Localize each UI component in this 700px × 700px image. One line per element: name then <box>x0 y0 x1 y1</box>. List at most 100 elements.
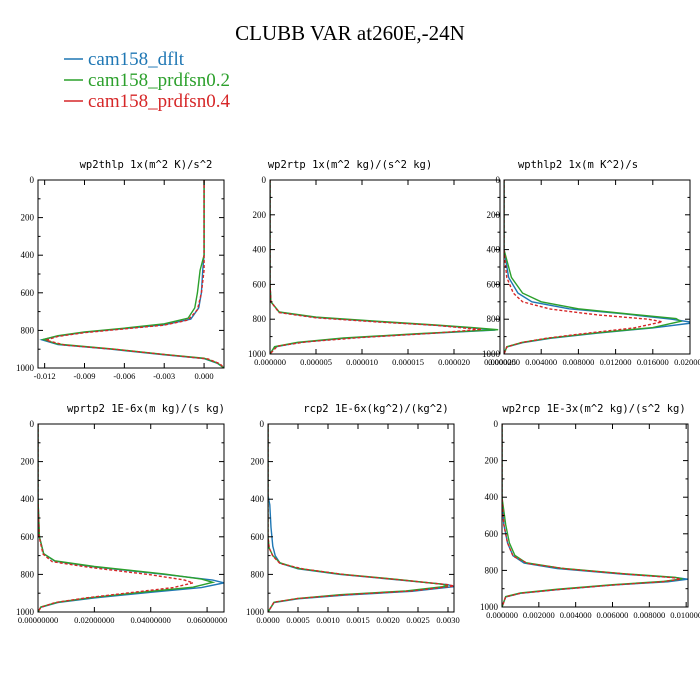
x-tick-label: 0.0015 <box>346 615 369 625</box>
series-line-cam158_prdfsn0.2 <box>270 180 499 354</box>
y-tick-label: 0 <box>260 419 265 429</box>
series-line-cam158_dflt <box>38 424 224 612</box>
y-tick-label: 800 <box>487 314 501 324</box>
x-tick-label: 0.010000 <box>670 610 700 620</box>
x-tick-label: 0.008000 <box>562 357 594 367</box>
panel-title: wp2rcp 1E-3x(m^2 kg)/(s^2 kg) <box>502 403 685 415</box>
series-line-cam158_prdfsn0.4 <box>43 180 224 368</box>
plot-frame <box>503 179 691 355</box>
y-tick-label: 1000 <box>246 607 265 617</box>
y-tick-label: 0 <box>494 419 499 429</box>
series-line-cam158_dflt <box>502 424 688 607</box>
x-tick-label: 0.000005 <box>300 357 332 367</box>
x-tick-label: -0.003 <box>153 371 175 381</box>
x-tick-label: 0.02000000 <box>74 615 114 625</box>
series-line-cam158_prdfsn0.4 <box>504 180 663 354</box>
x-tick-label: 0.016000 <box>637 357 669 367</box>
series-line-cam158_prdfsn0.4 <box>502 424 681 607</box>
x-tick-label: 0.000000 <box>254 357 286 367</box>
x-tick-label: 0.000000 <box>486 610 518 620</box>
y-tick-label: 1000 <box>480 602 499 612</box>
x-tick-label: 0.0025 <box>406 615 429 625</box>
y-tick-label: 1000 <box>16 363 35 373</box>
plot-frame <box>37 179 225 369</box>
y-tick-label: 0 <box>496 175 501 185</box>
panel-2: wpthlp2 1x(m K^2)/s020040060080010000.00… <box>482 159 700 367</box>
y-tick-label: 200 <box>251 457 265 467</box>
y-tick-label: 400 <box>251 494 265 504</box>
y-tick-label: 200 <box>21 457 35 467</box>
panel-title: wprtp2 1E-6x(m kg)/(s kg) <box>67 403 225 415</box>
x-tick-label: 0.000025 <box>484 357 516 367</box>
series-line-cam158_dflt <box>270 180 496 354</box>
y-tick-label: 400 <box>485 492 499 502</box>
y-tick-label: 200 <box>485 456 499 466</box>
x-tick-label: 0.0020 <box>376 615 399 625</box>
panel-title: wpthlp2 1x(m K^2)/s <box>518 159 638 171</box>
series-line-cam158_dflt <box>504 180 690 354</box>
panel-title: wp2thlp 1x(m^2 K)/s^2 <box>80 159 213 171</box>
y-tick-label: 800 <box>485 565 499 575</box>
plot-frame <box>267 423 455 613</box>
panel-5: wp2rcp 1E-3x(m^2 kg)/(s^2 kg)0 200 400 600 8… <box>480 403 700 620</box>
panel-3: wprtp2 1E-6x(m kg)/(s kg) 0 200 400 600 800 10… <box>16 403 227 625</box>
y-tick-label: 600 <box>485 529 499 539</box>
y-tick-label: 0 <box>30 175 35 185</box>
y-tick-label: 600 <box>487 279 501 289</box>
y-tick-label: 0 <box>30 419 35 429</box>
plot-frame <box>37 423 225 613</box>
legend-label-1: cam158_prdfsn0.2 <box>88 70 230 91</box>
x-tick-label: 0.020000 <box>674 357 700 367</box>
series-line-cam158_dflt <box>268 424 454 612</box>
y-tick-label: 800 <box>253 314 267 324</box>
x-tick-label: 0.006000 <box>597 610 629 620</box>
series-line-cam158_prdfsn0.2 <box>502 424 683 607</box>
x-tick-label: -0.006 <box>113 371 135 381</box>
x-tick-label: -0.012 <box>34 371 56 381</box>
series-line-cam158_prdfsn0.2 <box>40 180 224 368</box>
y-tick-label: 600 <box>21 532 35 542</box>
x-tick-label: 0.008000 <box>633 610 665 620</box>
y-tick-label: 1000 <box>16 607 35 617</box>
y-tick-label: 0 <box>262 175 267 185</box>
panel-title: wp2rtp 1x(m^2 kg)/(s^2 kg) <box>268 159 432 171</box>
x-tick-label: 0.000 <box>195 371 214 381</box>
x-tick-label: 0.0010 <box>316 615 339 625</box>
y-tick-label: 400 <box>253 245 267 255</box>
x-tick-label: 0.004000 <box>560 610 592 620</box>
x-tick-label: 0.012000 <box>600 357 632 367</box>
x-tick-label: 0.000020 <box>438 357 470 367</box>
y-tick-label: 1000 <box>248 349 267 359</box>
x-tick-label: 0.0000 <box>256 615 279 625</box>
y-tick-label: 600 <box>251 532 265 542</box>
y-tick-label: 400 <box>21 250 35 260</box>
y-tick-label: 200 <box>21 213 35 223</box>
y-tick-label: 400 <box>21 494 35 504</box>
x-tick-label: 0.04000000 <box>131 615 171 625</box>
series-line-cam158_prdfsn0.2 <box>504 180 683 354</box>
y-tick-label: 800 <box>21 569 35 579</box>
y-tick-label: 1000 <box>482 349 501 359</box>
legend-label-0: cam158_dflt <box>88 49 185 70</box>
panel-1: wp2rtp 1x(m^2 kg)/(s^2 kg)02004006008001… <box>248 159 516 367</box>
x-tick-label: 0.00000000 <box>18 615 58 625</box>
y-tick-label: 800 <box>251 569 265 579</box>
y-tick-label: 200 <box>487 210 501 220</box>
panel-0: wp2thlp 1x(m^2 K)/s^202004006008001000-0… <box>16 159 225 381</box>
legend-label-2: cam158_prdfsn0.4 <box>88 91 230 112</box>
x-tick-label: 0.0030 <box>436 615 459 625</box>
y-tick-label: 600 <box>21 288 35 298</box>
y-tick-label: 800 <box>21 325 35 335</box>
x-tick-label: 0.0005 <box>286 615 309 625</box>
figure-title: CLUBB VAR at260E,-24N <box>235 21 465 45</box>
y-tick-label: 200 <box>253 210 267 220</box>
series-line-cam158_prdfsn0.4 <box>270 180 482 354</box>
x-tick-label: 0.000015 <box>392 357 424 367</box>
panel-title: rcp2 1E-6x(kg^2)/(kg^2) <box>303 403 448 415</box>
plot-frame <box>501 423 689 608</box>
x-tick-label: 0.004000 <box>525 357 557 367</box>
y-tick-label: 600 <box>253 279 267 289</box>
x-tick-label: -0.009 <box>74 371 96 381</box>
panels: wp2thlp 1x(m^2 K)/s^202004006008001000-0… <box>16 159 700 625</box>
